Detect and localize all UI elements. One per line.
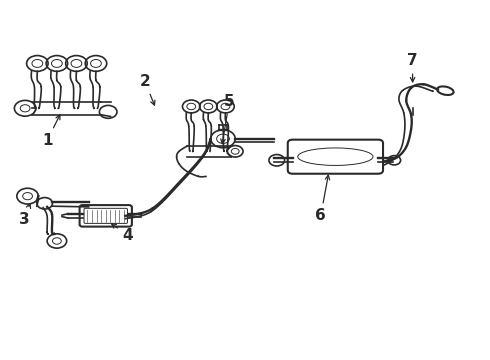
- Text: 2: 2: [140, 74, 155, 105]
- Text: 6: 6: [316, 175, 330, 223]
- Text: 4: 4: [112, 224, 133, 243]
- Text: 3: 3: [19, 204, 30, 227]
- Text: 7: 7: [407, 53, 418, 82]
- Text: 1: 1: [42, 115, 60, 148]
- Text: 5: 5: [221, 94, 235, 144]
